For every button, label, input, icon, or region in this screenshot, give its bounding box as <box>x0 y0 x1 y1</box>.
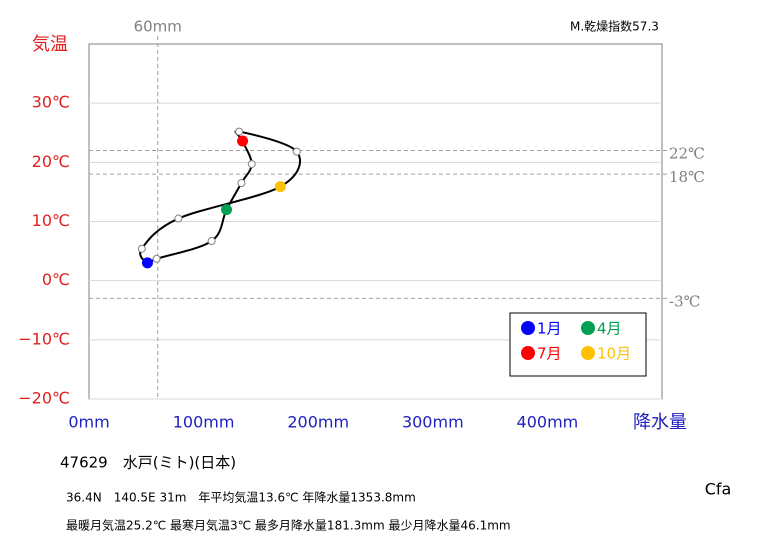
y-axis-label: 気温 <box>32 34 68 55</box>
station: 47629 水戸(ミト)(日本) <box>60 454 236 472</box>
y-tick-label: 20℃ <box>32 152 70 171</box>
x-tick-label: 200mm <box>287 413 349 432</box>
legend-label: 10月 <box>597 345 631 363</box>
x-tick-label: 400mm <box>517 413 579 432</box>
y-tick-label: −20℃ <box>18 389 70 408</box>
reference-label: -3℃ <box>669 292 700 310</box>
y-tick-label: 30℃ <box>32 93 70 112</box>
month-point <box>235 127 244 136</box>
month-point <box>247 160 256 169</box>
month-point <box>152 254 161 263</box>
month-point <box>274 181 286 193</box>
y-tick-label: 0℃ <box>42 270 70 289</box>
y-tick-label: −10℃ <box>18 329 70 348</box>
legend-label: 7月 <box>537 345 562 363</box>
reference-label: 22℃ <box>669 145 705 163</box>
climate-class: Cfa <box>705 480 732 499</box>
x-axis-label: 降水量 <box>633 412 687 433</box>
legend-label: 1月 <box>537 320 562 338</box>
month-point <box>207 237 216 246</box>
month-point <box>292 147 301 156</box>
month-point <box>237 135 249 147</box>
month-point <box>174 214 183 223</box>
legend-marker <box>581 321 595 335</box>
month-point <box>141 257 153 269</box>
reference-label: 60mm <box>134 18 182 36</box>
info-line: 36.4N 140.5E 31m 年平均気温13.6℃ 年降水量1353.8mm <box>66 490 416 505</box>
legend-marker <box>521 346 535 360</box>
x-tick-label: 100mm <box>173 413 235 432</box>
x-tick-label: 300mm <box>402 413 464 432</box>
climate-curve <box>139 130 301 265</box>
month-point <box>221 204 233 216</box>
legend-label: 4月 <box>597 320 622 338</box>
legend-marker <box>521 321 535 335</box>
x-tick-label: 0mm <box>68 413 109 432</box>
y-tick-label: 10℃ <box>32 211 70 230</box>
month-point <box>137 244 146 253</box>
legend-marker <box>581 346 595 360</box>
info-line: 最暖月気温25.2℃ 最寒月気温3℃ 最多月降水量181.3mm 最少月降水量4… <box>66 518 511 533</box>
reference-label: 18℃ <box>669 168 705 186</box>
month-point <box>237 179 246 188</box>
corner-note: M.乾燥指数57.3 <box>570 19 659 34</box>
